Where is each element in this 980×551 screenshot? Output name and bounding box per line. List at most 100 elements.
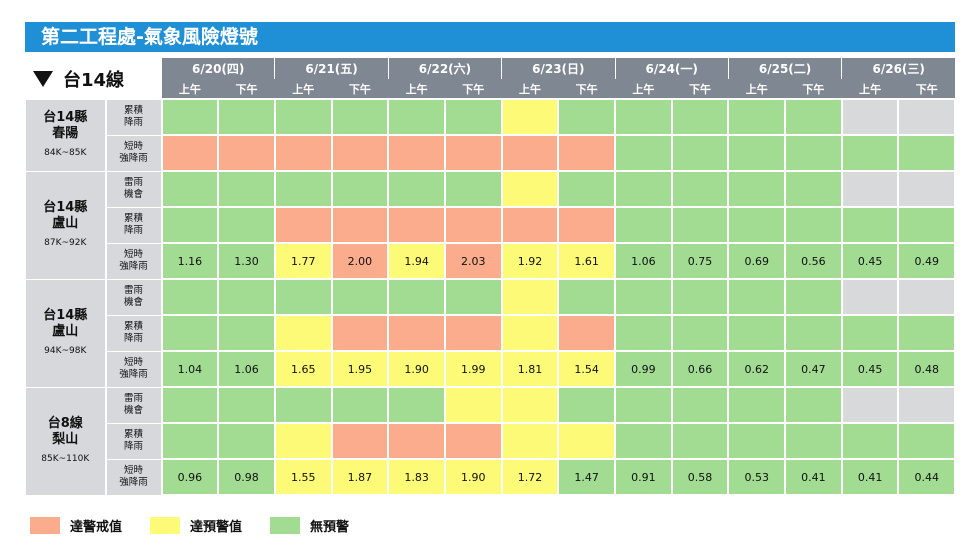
risk-cell (784, 314, 843, 352)
half-day-header: 上午 (161, 79, 219, 99)
risk-cell (273, 134, 333, 172)
risk-cell (443, 422, 503, 460)
risk-cell (443, 278, 503, 316)
risk-cell (443, 98, 503, 136)
risk-cell (784, 206, 843, 244)
table-row: 台14縣 盧山 94K~98K 雷雨 機會 (25, 278, 957, 388)
table-row: 短時 強降雨 0.96 0.98 1.55 1.87 1.83 1.90 1.72 1.47 0.… (26, 458, 957, 496)
risk-cell: 1.04 (160, 350, 220, 388)
risk-cell (614, 278, 673, 316)
risk-cell (557, 170, 616, 208)
risk-cell: 0.75 (670, 242, 730, 280)
risk-cell (160, 206, 220, 244)
half-day-header: 上午 (728, 79, 786, 99)
half-day-header: 下午 (218, 79, 275, 99)
risk-cell (897, 386, 957, 424)
date-header: 6/26(三) (841, 58, 956, 79)
risk-cell (273, 314, 333, 352)
risk-cell (500, 386, 560, 424)
risk-cell (670, 278, 730, 316)
risk-cell: 0.99 (614, 350, 673, 388)
risk-cell (500, 422, 560, 460)
risk-cell (784, 422, 843, 460)
risk-cell (330, 134, 390, 172)
risk-cell: 1.61 (557, 242, 616, 280)
risk-cell: 1.94 (387, 242, 446, 280)
legend-swatch (30, 517, 60, 534)
risk-cell (500, 170, 560, 208)
risk-cell: 2.03 (443, 242, 503, 280)
risk-cell: 1.83 (387, 458, 446, 496)
risk-cell (443, 314, 503, 352)
risk-cell (330, 170, 390, 208)
risk-cell (727, 134, 787, 172)
location-name: 台14縣 盧山 (43, 199, 88, 231)
location-km: 84K~85K (44, 147, 87, 158)
risk-table: 6/20(四) 6/21(五) 6/22(六) 6/23(日) 6/24(一) 6/25(… (25, 58, 957, 496)
table-row: 台14縣 盧山 87K~92K 雷雨 機會 (25, 170, 957, 280)
risk-cell (727, 278, 787, 316)
risk-cell (670, 386, 730, 424)
location-km: 85K~110K (41, 453, 90, 464)
risk-cell (387, 206, 446, 244)
risk-cell (387, 386, 446, 424)
risk-cell (330, 278, 390, 316)
risk-cell (330, 314, 390, 352)
risk-cell: 0.91 (614, 458, 673, 496)
legend: 達警戒值 達預警值 無預警 (30, 516, 377, 535)
risk-cell (784, 386, 843, 424)
half-day-header: 上午 (274, 79, 332, 99)
risk-cell (160, 386, 220, 424)
risk-cell (897, 170, 957, 208)
half-day-header: 上午 (841, 79, 899, 99)
risk-cell: 1.92 (500, 242, 560, 280)
half-day-header: 下午 (898, 79, 956, 99)
risk-cell: 0.58 (670, 458, 730, 496)
risk-cell (727, 170, 787, 208)
risk-cell (160, 422, 220, 460)
risk-cell (160, 314, 220, 352)
risk-cell: 0.69 (727, 242, 787, 280)
risk-cell: 0.41 (840, 458, 900, 496)
risk-cell: 1.47 (557, 458, 616, 496)
page-title: 第二工程處-氣象風險燈號 (25, 22, 955, 52)
risk-cell (330, 422, 390, 460)
table-row: 台14縣 春陽 84K~85K 累積 降雨 (25, 98, 957, 172)
risk-cell (727, 386, 787, 424)
date-header: 6/21(五) (274, 58, 389, 79)
risk-cell: 0.45 (840, 242, 900, 280)
risk-cell (273, 422, 333, 460)
risk-cell (273, 98, 333, 136)
risk-type-label: 短時 強降雨 (105, 242, 163, 280)
risk-cell (387, 98, 446, 136)
risk-cell (727, 422, 787, 460)
risk-cell (784, 170, 843, 208)
risk-cell (443, 206, 503, 244)
risk-cell: 1.81 (500, 350, 560, 388)
risk-cell: 1.55 (273, 458, 333, 496)
risk-cell: 1.16 (160, 242, 220, 280)
risk-cell: 0.62 (727, 350, 787, 388)
risk-cell: 0.41 (784, 458, 843, 496)
risk-cell (273, 386, 333, 424)
risk-cell (500, 278, 560, 316)
risk-cell (670, 314, 730, 352)
risk-cell (160, 98, 220, 136)
half-day-header: 下午 (444, 79, 502, 99)
risk-cell (727, 98, 787, 136)
risk-type-label: 雷雨 機會 (105, 278, 163, 316)
legend-item: 達警戒值 (30, 516, 122, 535)
location-name: 台8線 梨山 (47, 415, 83, 447)
risk-cell (443, 134, 503, 172)
risk-cell: 1.30 (217, 242, 276, 280)
risk-cell (443, 386, 503, 424)
risk-cell (784, 98, 843, 136)
risk-cell: 1.65 (273, 350, 333, 388)
risk-type-label: 雷雨 機會 (105, 386, 163, 424)
risk-cell (614, 98, 673, 136)
date-header: 6/24(一) (614, 58, 729, 79)
risk-cell (500, 134, 560, 172)
date-header: 6/25(二) (727, 58, 842, 79)
risk-cell: 2.00 (330, 242, 390, 280)
risk-cell: 1.72 (500, 458, 560, 496)
